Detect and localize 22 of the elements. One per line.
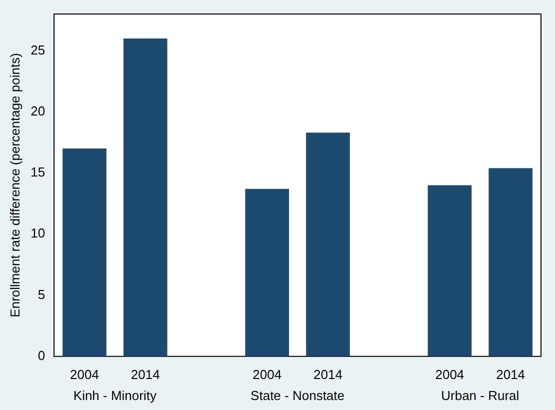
y-tick-label: 15 (30, 164, 46, 180)
bar (245, 188, 290, 356)
bar (62, 148, 106, 356)
x-tick-label: 2004 (252, 366, 282, 382)
y-tick-label: 10 (30, 226, 46, 241)
text: Kinh - Minority (73, 388, 157, 404)
x-tick-label: 2004 (70, 366, 99, 382)
bar (428, 185, 472, 356)
x-tick-label: 2014 (314, 366, 342, 382)
y-tick-label: 20 (30, 103, 46, 118)
x-tick-label: 2014 (496, 366, 526, 382)
bar (488, 168, 532, 356)
bar (306, 132, 350, 356)
y-axis-title: Enrollment rate difference (percentage points) (7, 53, 22, 318)
text: Urban - Rural (441, 388, 520, 404)
bar (123, 38, 168, 356)
y-tick-label: 5 (38, 286, 46, 302)
y-tick-label: 25 (30, 42, 46, 58)
x-tick-label: 2014 (130, 366, 160, 382)
text: State - Nonstate (250, 388, 345, 404)
x-tick-label: 2004 (435, 366, 464, 382)
y-tick-label: 0 (38, 348, 46, 363)
